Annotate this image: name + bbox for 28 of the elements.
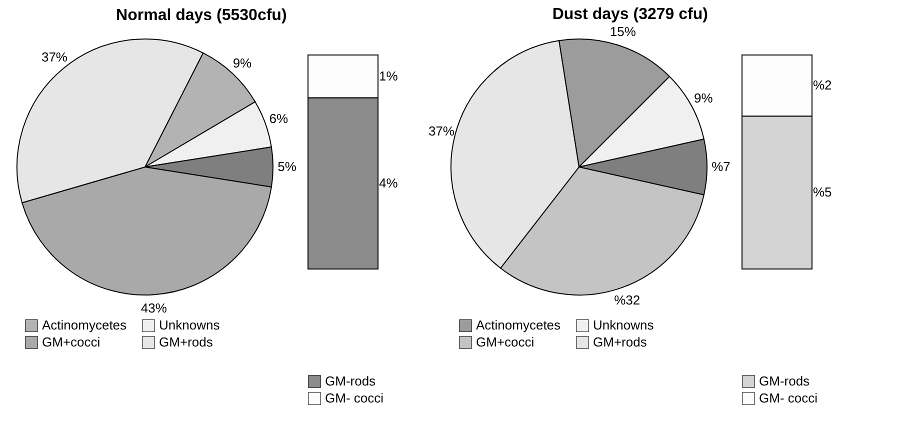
data-label: 4%	[379, 175, 398, 190]
legend-label: GM-rods	[759, 374, 810, 388]
data-label: %32	[614, 292, 640, 308]
data-label: %5	[813, 184, 832, 200]
chart-title: Dust days (3279 cfu)	[552, 6, 708, 23]
data-label: 9%	[232, 55, 252, 70]
data-label: 15%	[610, 24, 636, 39]
data-label: 9%	[694, 90, 714, 106]
legend-label: GM- cocci	[325, 390, 384, 406]
legend-label: Unknowns	[159, 318, 220, 333]
legend-label: Actinomycetes	[42, 318, 128, 333]
legend-label: GM+cocci	[476, 334, 534, 350]
legend-label: GM+rods	[593, 334, 648, 350]
data-label: 37%	[41, 50, 68, 65]
data-label: %7	[712, 159, 730, 174]
legend-label: GM-rods	[325, 374, 376, 388]
legend-label: Unknowns	[593, 318, 654, 333]
legend-label: GM- cocci	[759, 390, 818, 406]
data-label: 6%	[269, 110, 288, 126]
legend-label: Actinomycetes	[476, 318, 562, 333]
data-label: 43%	[140, 300, 168, 316]
data-label: %2	[813, 78, 832, 93]
data-label: 5%	[278, 159, 297, 174]
data-label: 37%	[428, 124, 455, 139]
data-label: 1%	[379, 68, 398, 84]
chart-title: Normal days (5530cfu)	[116, 7, 287, 24]
legend-label: GM+rods	[159, 334, 214, 350]
legend-label: GM+cocci	[42, 334, 100, 350]
